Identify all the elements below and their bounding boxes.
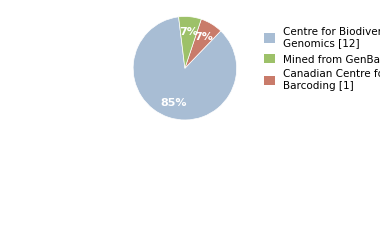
Wedge shape [179,17,201,68]
Wedge shape [185,19,221,68]
Text: 7%: 7% [194,32,213,42]
Wedge shape [133,17,237,120]
Text: 7%: 7% [179,27,198,37]
Text: 85%: 85% [160,98,187,108]
Legend: Centre for Biodiversity
Genomics [12], Mined from GenBank, NCBI [1], Canadian Ce: Centre for Biodiversity Genomics [12], M… [262,25,380,93]
